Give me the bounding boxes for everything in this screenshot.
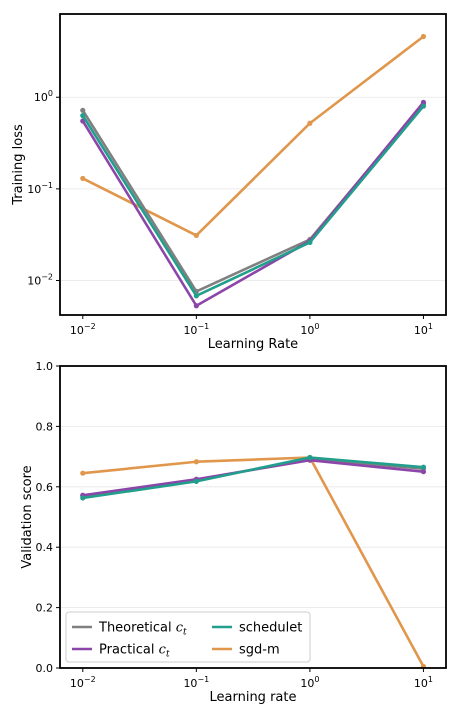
y-axis-label: Training loss <box>11 124 26 206</box>
series-line-schedulet <box>81 104 425 298</box>
data-point <box>193 293 199 299</box>
data-point <box>80 175 86 182</box>
legend-label: schedulet <box>239 621 302 636</box>
data-point <box>307 120 313 126</box>
data-point <box>420 464 427 470</box>
x-tick-label: 100 <box>300 675 319 690</box>
series-line-practical-c-t <box>81 101 425 308</box>
data-point <box>420 99 427 105</box>
series-line-schedulet <box>81 456 425 500</box>
data-point <box>80 107 86 113</box>
data-point <box>307 454 313 461</box>
y-tick-label: 0.0 <box>36 662 54 675</box>
y-tick-label: 1.0 <box>36 360 54 373</box>
data-point <box>420 103 427 109</box>
y-axis-label: Validation score <box>20 465 35 568</box>
legend-label: Theoretical ct <box>98 621 187 638</box>
data-point <box>80 495 86 501</box>
data-point <box>193 232 199 239</box>
data-point <box>193 459 199 465</box>
y-tick-label: 0.2 <box>36 602 54 615</box>
data-point <box>193 303 199 309</box>
plot-frame <box>59 13 447 316</box>
legend-box <box>65 611 311 663</box>
legend: Theoretical ct schedulet Practical ct sgd-m <box>65 611 311 663</box>
x-tick-label: 10−2 <box>70 675 96 690</box>
data-point <box>80 470 86 476</box>
x-tick-label: 101 <box>414 675 433 690</box>
training-loss-chart: 10−2 10−1 100 10−2 10−1 100 101 Learning Rate Tr… <box>11 13 447 352</box>
series-line-sgd-m <box>81 456 425 668</box>
y-tick-label: 0.6 <box>36 481 54 494</box>
y-tick-label: 10−1 <box>27 181 53 196</box>
plot-frame <box>59 365 447 669</box>
x-axis-label: Learning rate <box>210 690 297 705</box>
x-tick-label: 10−1 <box>183 322 209 337</box>
data-point <box>80 113 86 119</box>
y-tick-label: 10−2 <box>27 272 53 287</box>
legend-label: Practical ct <box>99 643 170 660</box>
y-tick-label: 0.4 <box>36 541 54 554</box>
data-point <box>193 478 199 484</box>
x-tick-label: 101 <box>414 322 433 337</box>
legend-label: sgd-m <box>239 643 280 658</box>
y-tick-label: 0.8 <box>36 420 54 433</box>
x-tick-label: 10−1 <box>183 675 209 690</box>
x-tick-label: 100 <box>300 322 319 337</box>
y-tick-label: 100 <box>34 89 53 104</box>
x-axis-label: Learning Rate <box>208 337 298 352</box>
x-tick-label: 10−2 <box>70 322 96 337</box>
validation-score-chart: 0.0 0.2 0.4 0.6 0.8 1.0 10−2 10−1 100 101 Learning… <box>20 360 447 705</box>
data-point <box>307 239 313 246</box>
data-point <box>420 469 427 475</box>
data-point <box>420 33 427 40</box>
